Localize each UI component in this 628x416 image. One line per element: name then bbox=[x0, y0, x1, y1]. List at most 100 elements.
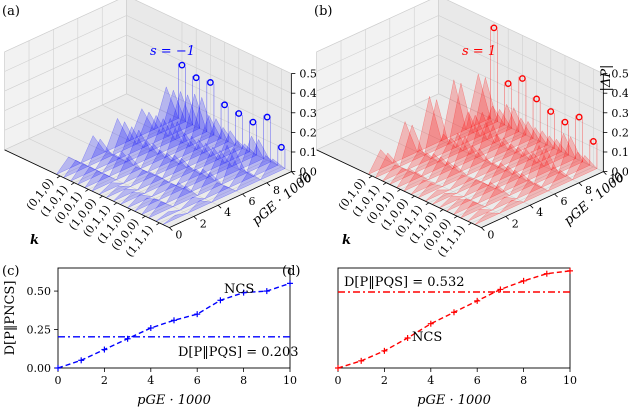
series-annotation: NCS bbox=[224, 282, 254, 297]
data-marker bbox=[561, 118, 569, 126]
data-point bbox=[55, 365, 61, 371]
p-tick-mark bbox=[554, 193, 558, 198]
data-point bbox=[451, 309, 457, 316]
data-marker bbox=[192, 74, 200, 82]
p-tick-mark bbox=[529, 204, 534, 209]
data-point bbox=[171, 317, 177, 324]
k-tick-mark bbox=[453, 215, 458, 219]
slab-5 bbox=[446, 123, 569, 212]
data-marker bbox=[277, 143, 285, 151]
data-marker bbox=[490, 24, 498, 32]
p-tick-mark bbox=[578, 182, 583, 187]
data-point bbox=[404, 335, 411, 341]
data-point bbox=[427, 320, 434, 327]
p-tick-mark bbox=[242, 193, 246, 198]
p-tick-mark bbox=[291, 171, 295, 175]
data-point bbox=[147, 325, 154, 331]
p-tick-label: 2 bbox=[200, 217, 207, 230]
p-tick-label: 6 bbox=[561, 195, 568, 208]
slab-1 bbox=[389, 85, 512, 185]
grid-line bbox=[88, 35, 211, 190]
x-axis-title: pGE · 1000 bbox=[137, 393, 211, 408]
grid-line bbox=[74, 28, 197, 183]
k-tick-mark bbox=[439, 209, 444, 212]
slab-2 bbox=[403, 80, 527, 192]
data-point bbox=[543, 270, 550, 277]
data-marker bbox=[575, 113, 583, 121]
y-tick-label: 0.50 bbox=[27, 285, 52, 298]
z-tick-label: 0.2 bbox=[299, 126, 317, 139]
grid-line bbox=[413, 7, 580, 184]
data-marker bbox=[590, 138, 597, 145]
k-tick-mark bbox=[411, 195, 415, 199]
y-axis-title: D[P‖PNCS] bbox=[3, 281, 18, 356]
k-tick-mark bbox=[156, 222, 160, 226]
p-tick-mark bbox=[603, 171, 607, 175]
grid-line bbox=[414, 42, 537, 197]
slab-7 bbox=[155, 145, 279, 222]
grid-line bbox=[102, 42, 225, 197]
grid-line bbox=[59, 22, 183, 177]
z-tick-label: 0.1 bbox=[611, 146, 628, 159]
x-tick-label: 4 bbox=[147, 374, 154, 387]
k-tick-mark bbox=[56, 175, 61, 179]
p-tick-label: 4 bbox=[536, 206, 543, 219]
data-point bbox=[78, 357, 85, 364]
grid-line bbox=[371, 22, 495, 177]
slab-0 bbox=[62, 66, 186, 179]
slab-2 bbox=[91, 84, 215, 192]
p-tick-label: 0 bbox=[487, 229, 494, 242]
data-point bbox=[287, 280, 293, 287]
x-tick-label: 10 bbox=[283, 374, 297, 387]
series-annotation: NCS bbox=[412, 330, 442, 345]
data-point bbox=[520, 277, 527, 284]
data-point bbox=[240, 289, 247, 296]
slab-1 bbox=[77, 79, 200, 185]
data-marker bbox=[221, 101, 229, 109]
k-tick-mark bbox=[425, 202, 430, 206]
data-marker bbox=[504, 80, 512, 87]
data-marker bbox=[519, 75, 526, 82]
z-tick-label: 0.0 bbox=[299, 166, 317, 179]
data-point bbox=[217, 297, 224, 304]
slab-6 bbox=[460, 118, 583, 219]
k-tick-mark bbox=[382, 182, 387, 186]
slab-5 bbox=[127, 120, 250, 209]
z-axis-title: |ΔP| bbox=[599, 65, 614, 92]
data-point bbox=[194, 311, 201, 318]
p-tick-label: 10 bbox=[297, 173, 311, 186]
panel-label: (c) bbox=[2, 264, 19, 279]
data-point bbox=[567, 267, 573, 274]
slab-0 bbox=[367, 26, 491, 175]
x-tick-label: 8 bbox=[240, 374, 247, 387]
k-axis-line bbox=[4, 149, 170, 228]
x-tick-label: 4 bbox=[427, 374, 434, 387]
data-marker bbox=[178, 61, 186, 69]
p-tick-label: 8 bbox=[585, 184, 592, 197]
k-axis-title: k bbox=[342, 233, 351, 248]
slab-5 bbox=[439, 120, 562, 209]
data-point bbox=[358, 357, 365, 364]
panel-c: 0 2 4 6 8 10 0.00 0.25 0.50 D[P‖PQS] = 0.203 NCS pG… bbox=[2, 264, 299, 408]
p-tick-label: 10 bbox=[609, 173, 623, 186]
slab-7 bbox=[474, 143, 598, 225]
k-tick-mark bbox=[85, 189, 89, 192]
panel-b: 0.00.10.20.30.40.50246810(0,1,0)(1,0,1)(… bbox=[314, 0, 628, 260]
grid-line bbox=[389, 18, 555, 195]
z-tick-label: 0.2 bbox=[611, 126, 628, 139]
z-tick-label: 0.5 bbox=[299, 68, 317, 81]
p-tick-label: 4 bbox=[224, 206, 231, 219]
slab-4 bbox=[113, 111, 236, 202]
grid-line bbox=[159, 68, 282, 224]
p-tick-label: 2 bbox=[512, 217, 519, 230]
panel-label: (b) bbox=[314, 4, 332, 19]
grid-line bbox=[130, 55, 254, 210]
k-tick-mark bbox=[368, 175, 373, 179]
data-point bbox=[101, 346, 108, 353]
grid-line bbox=[4, 0, 292, 74]
grid-line bbox=[386, 28, 509, 183]
x-tick-label: 2 bbox=[101, 374, 108, 387]
grid-line bbox=[442, 55, 566, 210]
x-tick-label: 6 bbox=[194, 374, 201, 387]
slab-1 bbox=[382, 81, 505, 182]
